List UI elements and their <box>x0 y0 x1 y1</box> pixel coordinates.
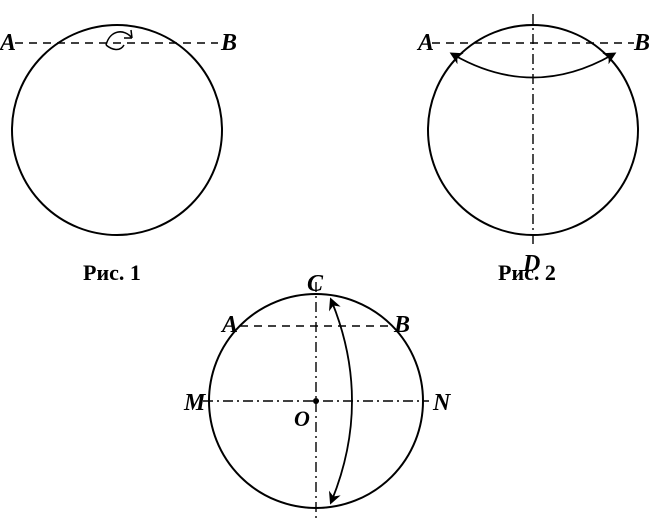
fig2-label-b: B <box>634 30 649 57</box>
fig3-label-n: N <box>433 390 450 417</box>
fig2-caption: Рис. 2 <box>498 260 556 286</box>
fig1-label-b: B <box>221 30 237 57</box>
fig3-label-o: O <box>294 406 310 432</box>
fig1-caption: Рис. 1 <box>83 260 141 286</box>
fig3-label-m: M <box>184 390 205 417</box>
fig2-label-a: A <box>418 30 434 57</box>
fig3-label-c: C <box>307 271 323 298</box>
fig3-center-dot <box>313 398 319 404</box>
fig3-label-b: B <box>394 312 410 339</box>
fig1-circle <box>12 25 222 235</box>
fig1-label-a: A <box>0 30 16 57</box>
fig1-fold-marker <box>106 30 132 50</box>
fig2 <box>428 14 638 248</box>
fig1 <box>12 25 222 235</box>
fig3-label-a: A <box>222 312 238 339</box>
